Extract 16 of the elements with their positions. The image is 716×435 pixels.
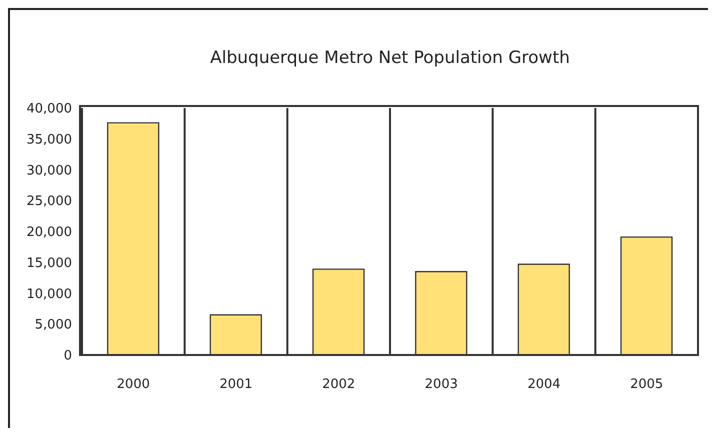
y-tick-label: 30,000 xyxy=(26,163,72,178)
y-tick-label: 40,000 xyxy=(26,102,72,117)
y-tick-label: 0 xyxy=(64,348,72,364)
y-tick-label: 20,000 xyxy=(26,225,72,240)
y-tick-label: 35,000 xyxy=(26,132,72,148)
y-tick-label: 15,000 xyxy=(26,256,72,271)
y-tick-label: 5,000 xyxy=(34,318,72,333)
y-tick-label: 10,000 xyxy=(26,286,72,302)
x-tick-label: 2003 xyxy=(424,377,458,392)
chart-title: Albuquerque Metro Net Population Growth xyxy=(209,48,571,68)
y-tick-label: 25,000 xyxy=(26,194,72,210)
x-tick-label: 2005 xyxy=(630,377,664,392)
x-tick-label: 2000 xyxy=(116,377,150,392)
x-tick-label: 2001 xyxy=(219,377,253,392)
x-tick-label: 2002 xyxy=(322,377,356,392)
x-tick-label: 2004 xyxy=(527,377,561,392)
